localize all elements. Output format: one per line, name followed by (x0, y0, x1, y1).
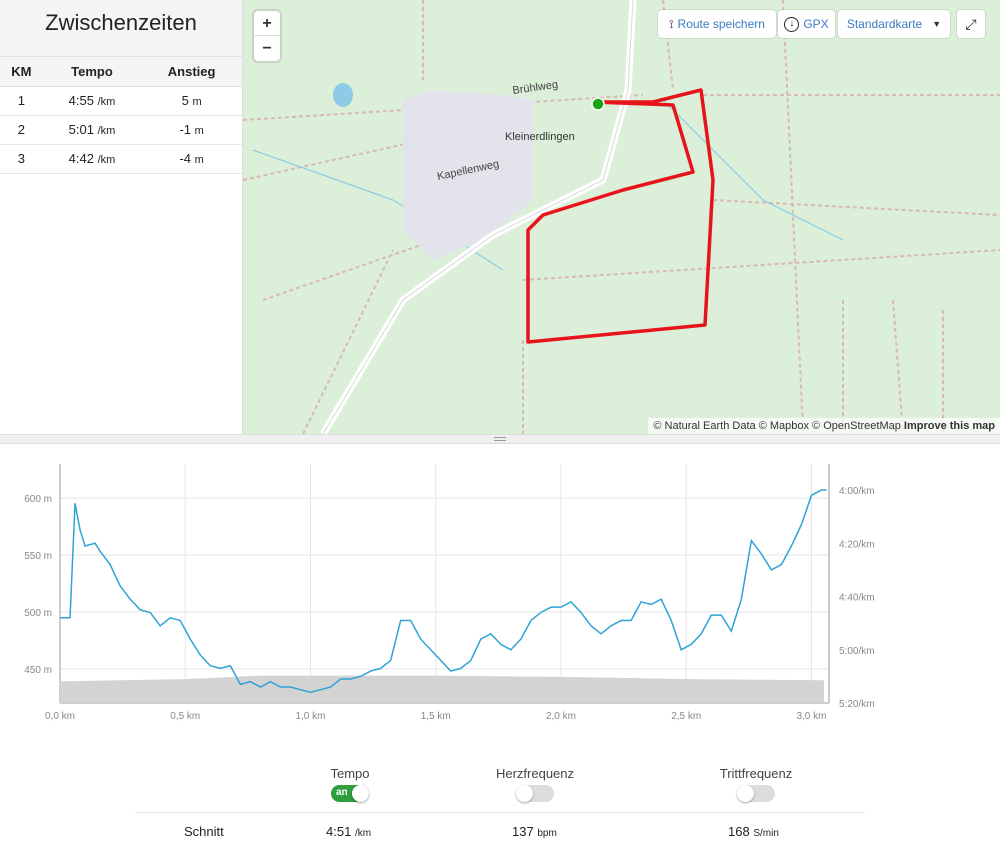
switch-state: an (336, 787, 348, 798)
splits-title: Zwischenzeiten (0, 0, 242, 57)
tempo-value: 4:42 (68, 151, 94, 166)
climb-cell: -1 m (141, 115, 242, 145)
avg-cadence-unit: S/min (753, 828, 779, 839)
start-marker (591, 97, 605, 111)
tempo-value: 4:55 (68, 93, 94, 108)
map-paths (243, 0, 1000, 434)
col-climb: Anstieg (141, 57, 242, 87)
toggle-heart-rate[interactable]: Herzfrequenz (475, 766, 595, 802)
route-map[interactable]: Brühlweg Kleinerdlingen Kapellenweg + − … (243, 0, 1000, 434)
km-cell: 2 (0, 115, 43, 145)
col-tempo: Tempo (42, 57, 142, 87)
toggle-label: Tempo (330, 766, 370, 781)
x-tick-label: 1,0 km (295, 711, 325, 722)
y-left-tick-label: 500 m (24, 608, 52, 619)
gpx-label: GPX (803, 17, 829, 31)
tempo-unit: /km (97, 125, 116, 137)
x-tick-label: 1,5 km (421, 711, 451, 722)
toggle-label: Herzfrequenz (495, 766, 575, 781)
y-right-tick-label: 4:20/km (839, 539, 875, 550)
avg-hr-value: 137 (512, 824, 534, 839)
table-row: 2 5:01 /km -1 m (0, 115, 242, 145)
x-tick-label: 0,5 km (170, 711, 200, 722)
street-label: Brühlweg (512, 79, 559, 97)
tempo-cell: 5:01 /km (42, 115, 142, 145)
y-left-tick-label: 600 m (24, 494, 52, 505)
average-cadence: 168 S/min (728, 824, 779, 839)
avg-tempo-unit: /km (354, 828, 372, 839)
elevation-area (60, 675, 824, 703)
y-right-tick-label: 5:00/km (839, 646, 875, 657)
climb-unit: m (194, 154, 204, 166)
y-left-tick-label: 550 m (24, 551, 52, 562)
fullscreen-icon: ⤢ (965, 15, 977, 32)
save-route-button[interactable]: ⟟ Route speichern (658, 10, 776, 38)
cadence-switch[interactable] (737, 785, 775, 802)
tempo-cell: 4:42 /km (42, 144, 142, 174)
climb-cell: -4 m (141, 144, 242, 174)
save-route-label: Route speichern (677, 17, 765, 31)
resize-handle[interactable] (0, 434, 1000, 444)
map-style-label: Standardkarte (846, 17, 923, 31)
tempo-value: 5:01 (68, 122, 94, 137)
gpx-button[interactable]: ↓ GPX (778, 10, 835, 38)
fullscreen-button[interactable]: ⤢ (957, 10, 985, 38)
y-right-tick-label: 4:40/km (839, 593, 875, 604)
pace-elevation-chart: 0,0 km 0,5 km 1,0 km 1,5 km 2,0 km 2,5 km 3,0 … (24, 464, 875, 722)
pond (333, 83, 353, 107)
improve-map-link[interactable]: Improve this map (903, 420, 995, 432)
km-cell: 3 (0, 144, 43, 174)
toggle-label: Trittfrequenz (719, 766, 793, 781)
y-right-tick-label: 4:00/km (839, 486, 875, 497)
average-tempo: 4:51 /km (326, 824, 371, 839)
average-row: Schnitt 4:51 /km 137 bpm 168 S/min (135, 812, 865, 845)
download-icon: ↓ (784, 16, 800, 32)
tempo-unit: /km (97, 154, 116, 166)
y-right-tick-label: 5:20/km (839, 699, 875, 710)
climb-value: 5 (181, 93, 189, 108)
route-line (526, 88, 715, 344)
average-label: Schnitt (184, 824, 224, 839)
heart-rate-switch[interactable] (516, 785, 554, 802)
zoom-in-button[interactable]: + (254, 11, 280, 36)
tempo-switch[interactable]: an (331, 785, 369, 802)
km-cell: 1 (0, 86, 43, 116)
attribution-text: © Natural Earth Data © Mapbox © OpenStre… (653, 420, 901, 432)
toggle-tempo[interactable]: Tempo an (290, 766, 410, 802)
climb-unit: m (192, 96, 202, 108)
col-km: KM (0, 57, 43, 87)
zoom-out-button[interactable]: − (262, 40, 272, 57)
y-left-tick-label: 450 m (24, 665, 52, 676)
map-streams (252, 99, 844, 271)
x-tick-label: 2,5 km (671, 711, 701, 722)
climb-unit: m (194, 125, 204, 137)
table-row: 1 4:55 /km 5 m (0, 86, 242, 116)
pace-line (60, 489, 827, 694)
table-row: 3 4:42 /km -4 m (0, 144, 242, 174)
x-tick-label: 2,0 km (546, 711, 576, 722)
climb-cell: 5 m (141, 86, 242, 116)
avg-hr-unit: bpm (537, 828, 557, 839)
x-tick-label: 0,0 km (45, 711, 75, 722)
climb-value: -1 (179, 122, 192, 137)
grip-icon (494, 437, 506, 441)
splits-table: KM Tempo Anstieg 1 4:55 /km 5 m 2 5:01 /km -1 … (0, 57, 242, 174)
map-canvas: Brühlweg Kleinerdlingen Kapellenweg (243, 0, 1000, 434)
toggle-cadence[interactable]: Trittfrequenz (696, 766, 816, 802)
map-style-dropdown[interactable]: Standardkarte ▼ (838, 10, 950, 38)
town-area (403, 90, 533, 260)
zoom-control: + − (254, 11, 280, 61)
average-heart-rate: 137 bpm (512, 824, 557, 839)
x-tick-label: 3,0 km (796, 711, 826, 722)
route-icon: ⟟ (669, 16, 674, 31)
map-attribution: © Natural Earth Data © Mapbox © OpenStre… (648, 418, 1000, 434)
town-label: Kleinerdlingen (505, 131, 575, 143)
caret-down-icon: ▼ (932, 19, 942, 29)
tempo-unit: /km (97, 96, 116, 108)
avg-tempo-value: 4:51 (326, 824, 352, 839)
climb-value: -4 (179, 151, 192, 166)
splits-panel: Zwischenzeiten KM Tempo Anstieg 1 4:55 /km 5… (0, 0, 243, 434)
avg-cadence-value: 168 (728, 824, 750, 839)
tempo-cell: 4:55 /km (42, 86, 142, 116)
